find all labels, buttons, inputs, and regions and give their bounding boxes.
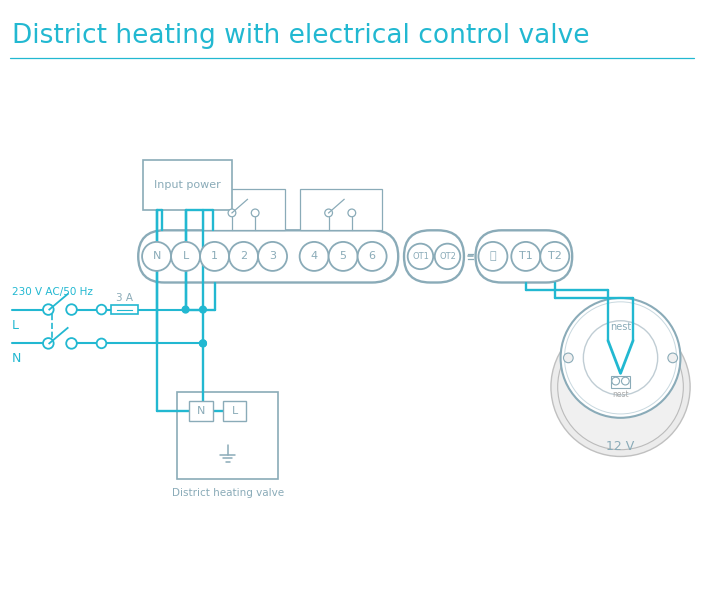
- Text: L: L: [232, 406, 238, 416]
- Text: 3 A: 3 A: [116, 293, 133, 303]
- Circle shape: [564, 302, 676, 414]
- Circle shape: [228, 209, 236, 217]
- Text: 4: 4: [311, 251, 317, 261]
- Circle shape: [583, 321, 657, 395]
- Text: 1: 1: [211, 251, 218, 261]
- Bar: [111, 305, 138, 314]
- Text: 2: 2: [240, 251, 247, 261]
- Circle shape: [43, 338, 54, 349]
- Bar: [203, 189, 285, 230]
- Bar: [177, 391, 278, 479]
- Text: N: N: [12, 352, 21, 365]
- Circle shape: [199, 340, 206, 347]
- Text: District heating valve: District heating valve: [172, 488, 284, 498]
- Circle shape: [229, 242, 258, 271]
- Circle shape: [435, 244, 460, 269]
- Text: N: N: [152, 251, 161, 261]
- Circle shape: [200, 242, 229, 271]
- Text: 5: 5: [340, 251, 347, 261]
- FancyBboxPatch shape: [138, 230, 398, 283]
- Circle shape: [258, 242, 287, 271]
- Circle shape: [478, 242, 507, 271]
- Circle shape: [199, 306, 206, 313]
- Text: T1: T1: [519, 251, 533, 261]
- Circle shape: [97, 305, 106, 314]
- Circle shape: [43, 304, 54, 315]
- Circle shape: [612, 377, 620, 385]
- Text: 6: 6: [368, 251, 376, 261]
- Text: ⏚: ⏚: [490, 251, 496, 261]
- Circle shape: [408, 244, 433, 269]
- Bar: [611, 376, 630, 388]
- Bar: [223, 402, 247, 421]
- Text: District heating with electrical control valve: District heating with electrical control…: [12, 24, 589, 49]
- Text: nest: nest: [610, 322, 631, 332]
- Circle shape: [182, 306, 189, 313]
- Text: OT2: OT2: [439, 252, 456, 261]
- FancyBboxPatch shape: [404, 230, 464, 283]
- Circle shape: [511, 242, 540, 271]
- Circle shape: [328, 242, 357, 271]
- Circle shape: [171, 242, 200, 271]
- Text: L: L: [12, 318, 19, 331]
- Bar: [189, 402, 213, 421]
- Text: 12 V: 12 V: [606, 440, 635, 453]
- Circle shape: [622, 377, 629, 385]
- Circle shape: [300, 242, 328, 271]
- Text: 230 V AC/50 Hz: 230 V AC/50 Hz: [12, 287, 92, 297]
- Text: nest: nest: [612, 390, 629, 399]
- Circle shape: [561, 298, 681, 418]
- Circle shape: [325, 209, 333, 217]
- Text: T2: T2: [548, 251, 562, 261]
- FancyBboxPatch shape: [475, 230, 572, 283]
- Text: L: L: [183, 251, 189, 261]
- Circle shape: [348, 209, 356, 217]
- Text: N: N: [197, 406, 205, 416]
- Circle shape: [251, 209, 259, 217]
- Circle shape: [357, 242, 387, 271]
- Circle shape: [199, 340, 206, 347]
- Circle shape: [66, 338, 77, 349]
- Text: 3: 3: [269, 251, 276, 261]
- Text: OT1: OT1: [412, 252, 429, 261]
- Bar: [143, 160, 232, 210]
- Circle shape: [66, 304, 77, 315]
- Circle shape: [551, 317, 690, 456]
- Circle shape: [142, 242, 171, 271]
- Circle shape: [540, 242, 569, 271]
- Circle shape: [558, 324, 684, 450]
- Circle shape: [97, 339, 106, 348]
- Text: Input power: Input power: [154, 180, 221, 190]
- Circle shape: [563, 353, 573, 363]
- Bar: [300, 189, 381, 230]
- Circle shape: [668, 353, 678, 363]
